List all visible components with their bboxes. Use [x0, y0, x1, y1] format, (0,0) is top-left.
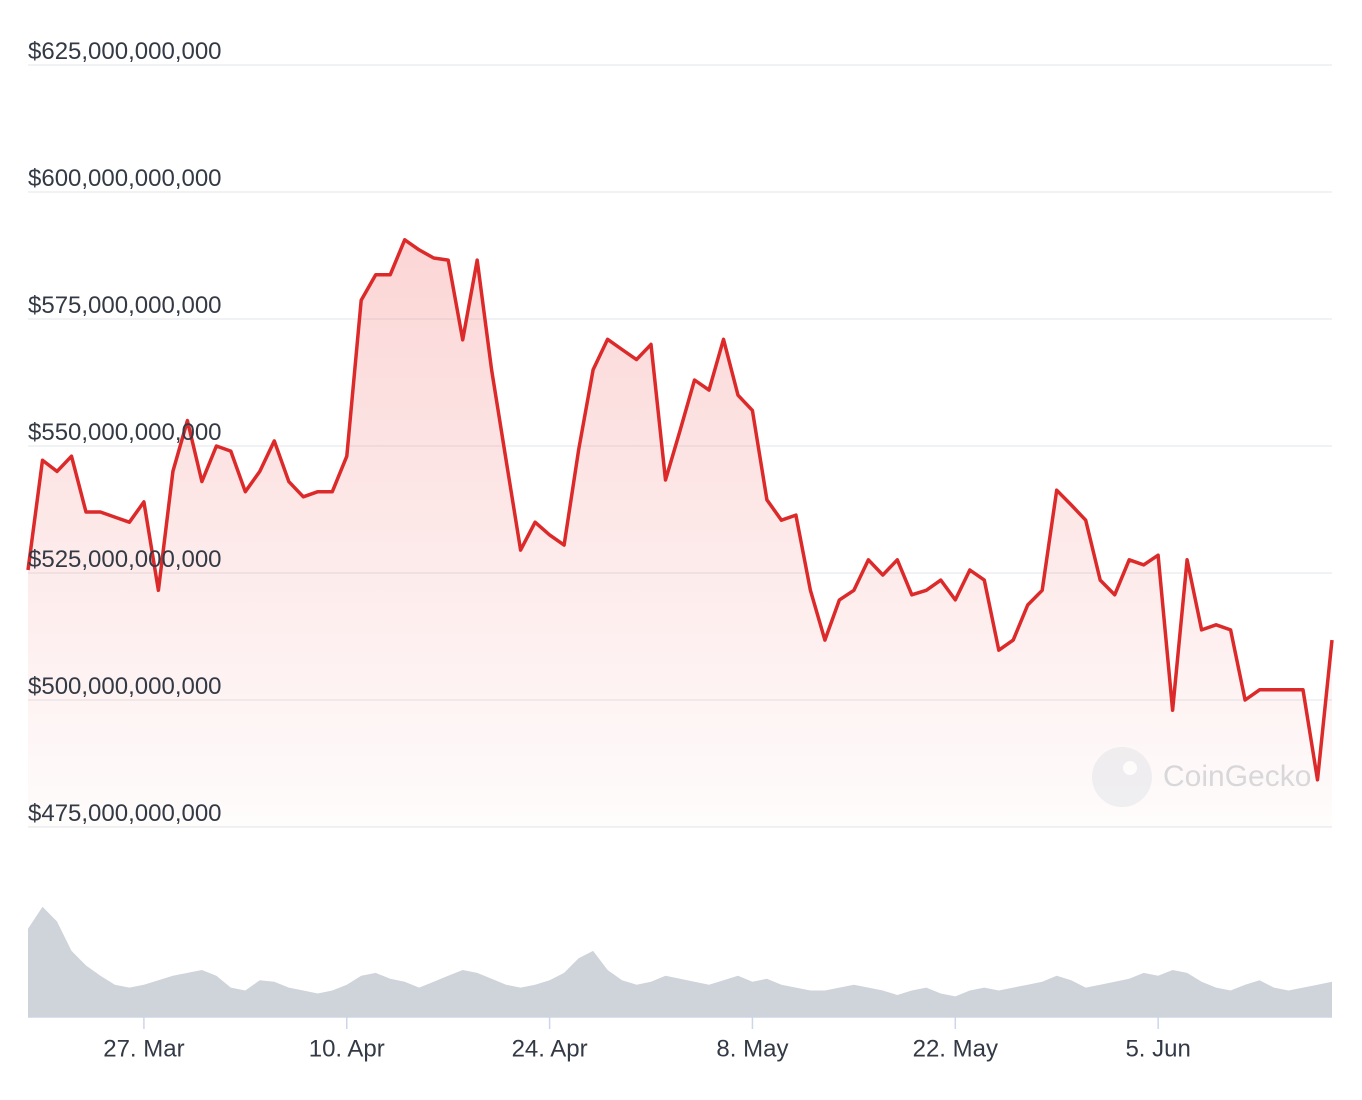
- x-tick-label: 5. Jun: [1125, 1035, 1190, 1062]
- volume-area: [28, 906, 1332, 1017]
- y-tick-label: $600,000,000,000: [28, 165, 222, 192]
- x-tick-label: 24. Apr: [512, 1035, 588, 1062]
- x-tick-label: 22. May: [913, 1035, 998, 1062]
- y-tick-label: $525,000,000,000: [28, 546, 222, 573]
- x-tick-label: 27. Mar: [103, 1035, 184, 1062]
- y-tick-label: $575,000,000,000: [28, 292, 222, 319]
- y-tick-label: $625,000,000,000: [28, 38, 222, 65]
- y-tick-label: $500,000,000,000: [28, 673, 222, 700]
- watermark-logo: [1092, 747, 1152, 807]
- labels: $475,000,000,000 $500,000,000,000 $525,000…: [28, 38, 1191, 1062]
- y-tick-label: $550,000,000,000: [28, 419, 222, 446]
- line-layer: [26, 238, 1334, 782]
- x-tick-label: 8. May: [716, 1035, 788, 1062]
- x-tick-label: 10. Apr: [309, 1035, 385, 1062]
- y-tick-label: $475,000,000,000: [28, 800, 222, 827]
- price-line: [26, 238, 1334, 782]
- price-area: [28, 239, 1332, 828]
- watermark-logo-eye: [1123, 761, 1137, 775]
- watermark-text: CoinGecko: [1163, 760, 1311, 793]
- plot-area: [28, 239, 1332, 1017]
- watermark-group: CoinGecko: [1092, 747, 1311, 807]
